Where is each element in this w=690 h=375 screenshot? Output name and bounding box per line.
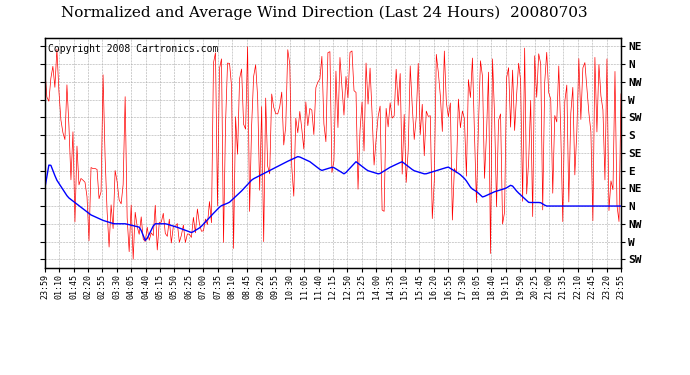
Text: Normalized and Average Wind Direction (Last 24 Hours)  20080703: Normalized and Average Wind Direction (L…	[61, 6, 588, 20]
Text: Copyright 2008 Cartronics.com: Copyright 2008 Cartronics.com	[48, 44, 218, 54]
